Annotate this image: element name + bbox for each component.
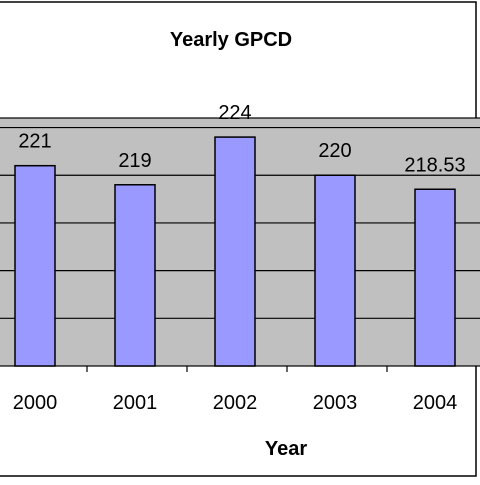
data-label-2001: 219 [118, 150, 151, 172]
bar-2000 [14, 164, 56, 367]
data-labels: 221 219 224 220 218.53 [18, 102, 465, 176]
bar-2004 [414, 188, 456, 367]
x-tick-label-2002: 2002 [213, 392, 258, 414]
data-label-2004: 218.53 [404, 154, 465, 176]
x-tick-label-2003: 2003 [313, 392, 358, 414]
x-tick-label-2004: 2004 [413, 392, 458, 414]
data-label-2002: 224 [218, 102, 251, 124]
bar-2002 [214, 136, 256, 367]
data-label-2000: 221 [18, 131, 51, 153]
bar-2003 [314, 174, 356, 367]
bar-2001 [114, 184, 156, 367]
x-axis: 2000 2001 2002 2003 2004 [13, 366, 458, 414]
x-axis-title: Year [265, 438, 307, 460]
x-tick-label-2000: 2000 [13, 392, 58, 414]
chart-title: Yearly GPCD [170, 29, 292, 51]
bar-series [14, 136, 456, 367]
x-tick-label-2001: 2001 [113, 392, 158, 414]
data-label-2003: 220 [318, 140, 351, 162]
